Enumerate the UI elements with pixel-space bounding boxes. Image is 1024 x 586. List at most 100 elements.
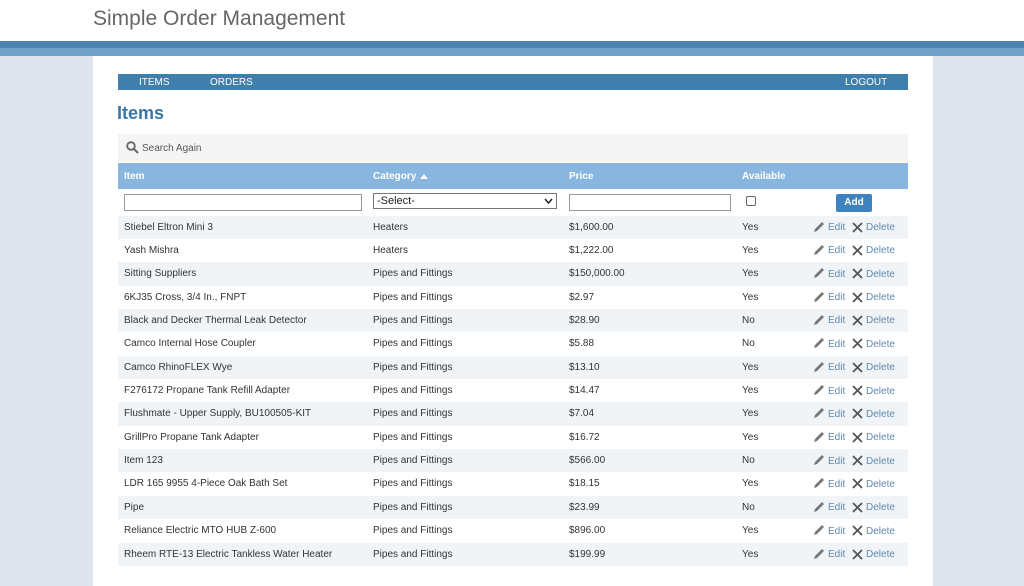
edit-icon [813,244,825,256]
delete-link[interactable]: Delete [866,549,895,561]
edit-icon [813,454,825,466]
delete-link[interactable]: Delete [866,525,895,537]
delete-link[interactable]: Delete [866,455,895,467]
edit-link[interactable]: Edit [828,502,846,514]
table-row [118,472,908,496]
edit-icon [813,267,825,279]
delete-link[interactable]: Delete [866,315,895,327]
table-row [118,402,908,426]
delete-link[interactable]: Delete [866,338,895,350]
edit-link[interactable]: Edit [828,478,846,490]
price: $566.00 [569,455,606,467]
edit-link[interactable]: Edit [828,432,846,444]
price: $7.04 [569,408,595,420]
edit-link[interactable]: Edit [828,408,846,420]
table-row [118,332,908,356]
add-button[interactable]: Add [836,194,872,212]
available: No [742,455,755,467]
category: Pipes and Fittings [373,525,453,537]
category: Pipes and Fittings [373,501,453,513]
search-again-link[interactable]: Search Again [142,143,202,154]
logout-link[interactable]: LOGOUT [845,77,888,88]
edit-icon [813,337,825,349]
category: Pipes and Fittings [373,268,453,280]
select-text: -Select- [377,195,415,207]
column-header[interactable]: Available [742,171,786,182]
nav-link[interactable]: ORDERS [210,77,253,88]
column-header[interactable]: Price [569,171,594,182]
item-name: LDR 165 9955 4-Piece Oak Bath Set [124,478,288,490]
delete-link[interactable]: Delete [866,502,895,514]
category-select[interactable]: -Select- [373,193,557,209]
edit-link[interactable]: Edit [828,222,846,233]
table-row [118,262,908,286]
table-row [118,285,908,309]
item-filter[interactable] [124,194,362,211]
price-filter[interactable] [569,194,731,211]
delete-icon [852,478,863,490]
item-name: Black and Decker Thermal Leak Detector [124,314,307,326]
available: Yes [742,244,759,256]
item-name: Reliance Electric MTO HUB Z-600 [124,525,277,537]
available: Yes [742,525,759,537]
delete-link[interactable]: Delete [866,245,895,257]
delete-icon [852,408,863,420]
edit-link[interactable]: Edit [828,315,846,327]
table-row [118,215,908,239]
delete-link[interactable]: Delete [866,408,895,420]
available: Yes [742,291,759,303]
delete-link[interactable]: Delete [866,222,895,233]
edit-icon [813,361,825,373]
edit-icon [813,431,825,443]
edit-link[interactable]: Edit [828,455,846,467]
edit-link[interactable]: Edit [828,549,846,561]
price: $896.00 [569,525,606,537]
delete-icon [852,268,863,279]
delete-link[interactable]: Delete [866,292,895,304]
edit-link[interactable]: Edit [828,245,846,257]
table-row [118,519,908,543]
item-name: Yash Mishra [124,244,179,256]
edit-icon [813,501,825,513]
edit-link[interactable]: Edit [828,362,846,374]
item-name: Pipe [124,501,145,513]
delete-link[interactable]: Delete [866,268,895,280]
delete-link[interactable]: Delete [866,432,895,444]
category: Pipes and Fittings [373,455,453,467]
available: Yes [742,431,759,443]
edit-link[interactable]: Edit [828,525,846,537]
available: Yes [742,268,759,280]
nav-link[interactable]: ITEMS [139,77,170,88]
price: $13.10 [569,361,600,373]
edit-link[interactable]: Edit [828,385,846,397]
delete-link[interactable]: Delete [866,362,895,374]
table-row [118,495,908,520]
edit-link[interactable]: Edit [828,268,846,280]
item-name: Camco Internal Hose Coupler [124,338,256,350]
category: Pipes and Fittings [373,314,453,326]
available: Yes [742,478,759,490]
available: Yes [742,361,759,373]
edit-icon [813,477,825,489]
available: No [742,314,755,326]
column-header[interactable]: Category [373,171,417,182]
edit-link[interactable]: Edit [828,338,846,350]
delete-link[interactable]: Delete [866,478,895,490]
table-row [118,308,908,333]
item-name: Flushmate - Upper Supply, BU100505-KIT [124,408,312,420]
delete-icon [852,385,863,396]
search-icon [126,141,139,154]
price: $199.99 [569,548,606,560]
header [0,0,1024,42]
price: $5.88 [569,338,595,350]
column-header[interactable]: Item [124,171,145,182]
available-checkbox[interactable] [746,196,756,206]
edit-icon [813,384,825,396]
edit-link[interactable]: Edit [828,292,846,304]
nav-bar [118,74,908,90]
delete-link[interactable]: Delete [866,385,895,397]
item-name: Sitting Suppliers [124,268,197,280]
header-stripe [0,48,1024,56]
edit-icon [813,221,825,233]
